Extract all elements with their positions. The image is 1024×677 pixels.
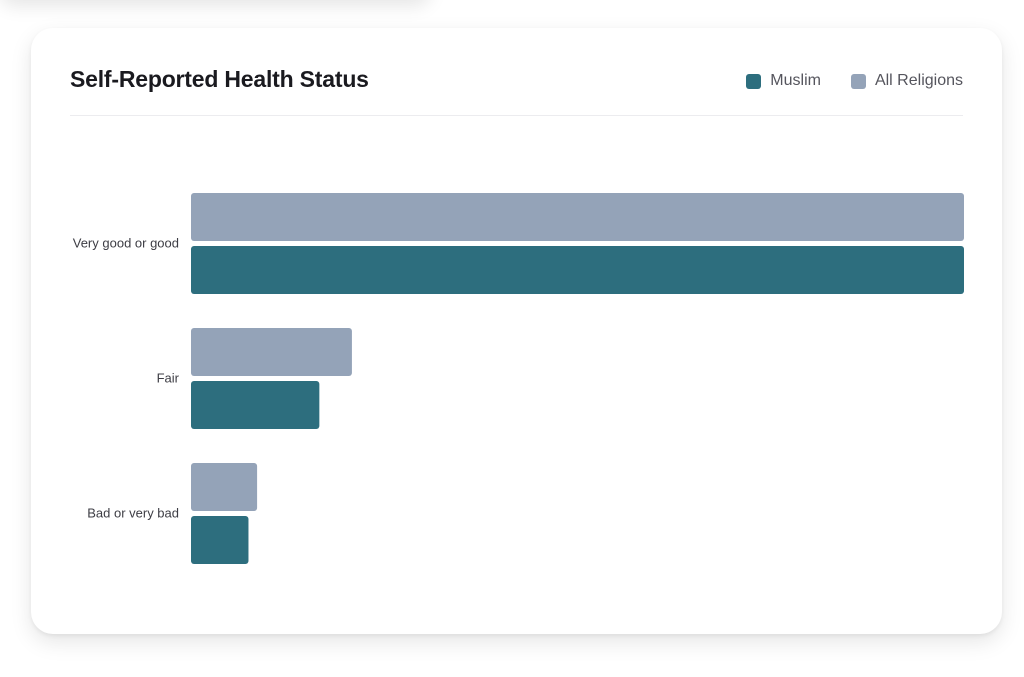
- bars-group: [191, 193, 964, 564]
- chart-title: Self-Reported Health Status: [70, 66, 369, 92]
- bar-all-religions-fair[interactable]: [191, 328, 352, 376]
- bar-muslim-fair[interactable]: [191, 381, 320, 429]
- legend-item-muslim[interactable]: Muslim: [746, 72, 821, 90]
- bar-chart-plot: Very good or good Fair Bad or very bad: [73, 193, 964, 564]
- legend-swatch-muslim: [746, 73, 762, 89]
- bar-all-religions-bad-or-very-bad[interactable]: [191, 463, 258, 511]
- chart-legend: Muslim All Religions: [746, 72, 963, 90]
- category-label-very-good-or-good: Very good or good: [73, 236, 179, 251]
- category-label-bad-or-very-bad: Bad or very bad: [87, 506, 179, 521]
- chart-header: Self-Reported Health Status Muslim All R…: [70, 64, 963, 116]
- bar-muslim-very-good-or-good[interactable]: [191, 246, 964, 294]
- category-labels-group: Very good or good Fair Bad or very bad: [73, 236, 180, 521]
- bar-muslim-bad-or-very-bad[interactable]: [191, 516, 249, 564]
- legend-label-all-religions: All Religions: [874, 72, 963, 89]
- category-label-fair: Fair: [157, 371, 180, 386]
- legend-item-all-religions[interactable]: All Religions: [850, 72, 963, 90]
- legend-label-muslim: Muslim: [770, 72, 821, 89]
- chart-card: Self-Reported Health Status Muslim All R…: [31, 28, 1002, 634]
- bar-all-religions-very-good-or-good[interactable]: [191, 193, 964, 241]
- legend-swatch-all-religions: [850, 73, 866, 89]
